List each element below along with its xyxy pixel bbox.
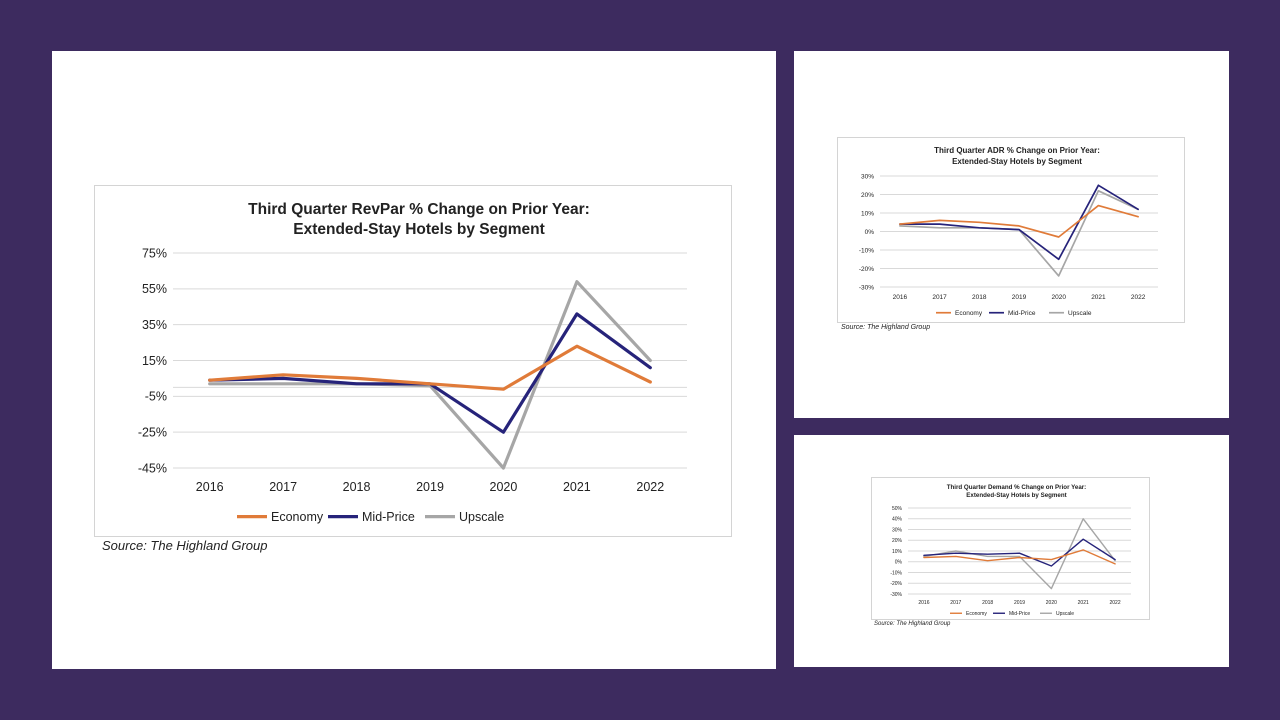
adr-chart-frame: Third Quarter ADR % Change on Prior Year… — [837, 137, 1185, 323]
revpar-x-tick-label: 2020 — [490, 480, 518, 494]
revpar-y-tick-label: -25% — [138, 426, 167, 440]
adr-x-tick-label: 2020 — [1051, 294, 1066, 301]
revpar-y-tick-label: -5% — [145, 390, 167, 404]
demand-y-tick-label: 50% — [892, 506, 903, 512]
adr-y-tick-label: 30% — [861, 173, 874, 180]
revpar-x-tick-label: 2017 — [269, 480, 297, 494]
demand-series-mid-price — [923, 538, 1116, 567]
adr-y-tick-label: -20% — [859, 266, 874, 273]
adr-legend-label-upscale: Upscale — [1068, 310, 1092, 317]
demand-y-tick-label: 20% — [892, 538, 903, 544]
demand-title-line-2: Extended-Stay Hotels by Segment — [966, 492, 1066, 499]
adr-title-line-1: Third Quarter ADR % Change on Prior Year… — [934, 146, 1100, 155]
adr-series-mid-price — [899, 184, 1139, 261]
revpar-y-tick-label: 75% — [142, 246, 167, 260]
revpar-x-tick-label: 2022 — [636, 480, 664, 494]
revpar-x-tick-label: 2016 — [196, 480, 224, 494]
adr-legend-label-economy: Economy — [955, 310, 983, 317]
revpar-source: Source: The Highland Group — [102, 538, 268, 553]
adr-legend-label-mid-price: Mid-Price — [1008, 310, 1036, 317]
adr-series-economy — [899, 204, 1139, 238]
adr-source: Source: The Highland Group — [841, 324, 931, 331]
revpar-title-line-2: Extended-Stay Hotels by Segment — [293, 221, 545, 238]
demand-y-tick-label: -10% — [890, 570, 902, 576]
revpar-legend-label-upscale: Upscale — [459, 510, 504, 524]
adr-title-line-2: Extended-Stay Hotels by Segment — [952, 157, 1082, 166]
adr-chart: Third Quarter ADR % Change on Prior Year… — [859, 146, 1158, 317]
adr-x-tick-label: 2021 — [1091, 294, 1106, 301]
adr-x-tick-label: 2022 — [1131, 294, 1146, 301]
revpar-x-tick-label: 2021 — [563, 480, 591, 494]
adr-y-tick-label: 10% — [861, 210, 874, 217]
revpar-panel: Third Quarter RevPar % Change on Prior Y… — [52, 51, 776, 669]
demand-series-economy — [923, 549, 1116, 565]
demand-chart: Third Quarter Demand % Change on Prior Y… — [890, 484, 1131, 617]
revpar-title-line-1: Third Quarter RevPar % Change on Prior Y… — [248, 201, 590, 218]
revpar-series-mid-price — [208, 312, 652, 434]
demand-y-tick-label: 0% — [895, 560, 903, 566]
demand-series-upscale — [923, 518, 1116, 590]
demand-x-tick-label: 2018 — [982, 600, 993, 606]
demand-x-tick-label: 2017 — [950, 600, 961, 606]
adr-x-tick-label: 2016 — [893, 294, 908, 301]
adr-series-upscale — [899, 189, 1139, 277]
demand-y-tick-label: 10% — [892, 549, 903, 555]
adr-y-tick-label: 0% — [865, 229, 875, 236]
demand-x-tick-label: 2016 — [918, 600, 929, 606]
adr-y-tick-label: -30% — [859, 284, 874, 291]
demand-legend-label-upscale: Upscale — [1056, 611, 1074, 617]
revpar-x-tick-label: 2019 — [416, 480, 444, 494]
adr-y-tick-label: 20% — [861, 192, 874, 199]
demand-y-tick-label: -20% — [890, 581, 902, 587]
demand-chart-frame: Third Quarter Demand % Change on Prior Y… — [871, 477, 1150, 620]
revpar-legend-label-mid-price: Mid-Price — [362, 510, 415, 524]
revpar-y-tick-label: 15% — [142, 354, 167, 368]
demand-panel: Third Quarter Demand % Change on Prior Y… — [794, 435, 1229, 667]
demand-source: Source: The Highland Group — [874, 621, 951, 627]
adr-x-tick-label: 2017 — [932, 294, 947, 301]
demand-y-tick-label: 40% — [892, 517, 903, 523]
adr-x-tick-label: 2019 — [1012, 294, 1027, 301]
revpar-chart: Third Quarter RevPar % Change on Prior Y… — [138, 201, 687, 524]
demand-legend-label-mid-price: Mid-Price — [1009, 611, 1030, 617]
demand-y-tick-label: 30% — [892, 527, 903, 533]
demand-y-tick-label: -30% — [890, 592, 902, 598]
demand-x-tick-label: 2021 — [1078, 600, 1089, 606]
demand-legend-label-economy: Economy — [966, 611, 987, 617]
adr-panel: Third Quarter ADR % Change on Prior Year… — [794, 51, 1229, 418]
revpar-y-tick-label: 35% — [142, 318, 167, 332]
adr-x-tick-label: 2018 — [972, 294, 987, 301]
revpar-y-tick-label: 55% — [142, 282, 167, 296]
revpar-series-economy — [208, 344, 652, 391]
adr-y-tick-label: -10% — [859, 247, 874, 254]
demand-title-line-1: Third Quarter Demand % Change on Prior Y… — [947, 484, 1086, 491]
demand-x-tick-label: 2019 — [1014, 600, 1025, 606]
revpar-x-tick-label: 2018 — [343, 480, 371, 494]
demand-x-tick-label: 2020 — [1046, 600, 1057, 606]
demand-x-tick-label: 2022 — [1110, 600, 1121, 606]
revpar-legend-label-economy: Economy — [271, 510, 324, 524]
revpar-y-tick-label: -45% — [138, 461, 167, 475]
revpar-chart-frame: Third Quarter RevPar % Change on Prior Y… — [94, 185, 732, 537]
